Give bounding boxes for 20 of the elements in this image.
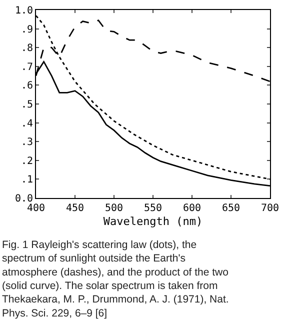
x-tick-label: 500 (104, 203, 124, 214)
y-tick-label: .4 (20, 118, 33, 130)
x-tick-label: 450 (66, 203, 84, 214)
y-tick-label: 1.0 (14, 6, 33, 16)
y-tick-label: .3 (20, 137, 33, 148)
y-tick-label: .5 (20, 100, 33, 110)
x-tick-label: 550 (144, 203, 162, 214)
y-tick-label: 0.0 (14, 194, 33, 204)
x-tick-label: 650 (222, 203, 240, 214)
caption: Fig. 1 Rayleigh's scattering law (dots), the spectrum of sunlight outside the Earth's atmosphere (dashes), and the product of the two (solid curve). The solar spectrum is taken from Thekaekara, M. P., Drummond, A. J. (1971), Nat. Phys. Sci. 229, 6–9 [6] (2, 239, 229, 320)
y-tick-label: .2 (20, 156, 33, 167)
y-tick-label: .8 (20, 43, 33, 54)
y-tick-label: .7 (20, 62, 33, 73)
x-tick-label: 600 (182, 203, 202, 214)
x-axis-title: Wavelength (nm) (103, 215, 203, 228)
x-tick-label: 700 (260, 203, 280, 214)
y-tick-label: .9 (20, 24, 33, 36)
x-tick-label: 400 (26, 203, 46, 214)
y-tick-label: .6 (20, 80, 33, 92)
y-tick-label: .1 (20, 174, 33, 186)
